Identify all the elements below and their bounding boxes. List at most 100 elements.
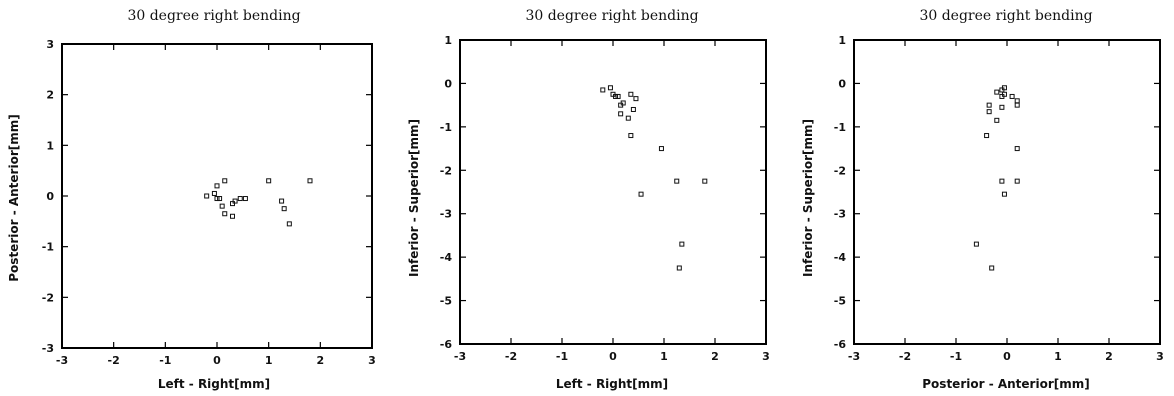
data-point (984, 133, 990, 139)
y-tick-label: -4 (440, 251, 453, 264)
data-point (219, 203, 225, 209)
data-point (999, 93, 1005, 99)
x-tick-label: -1 (556, 350, 568, 363)
data-point (999, 104, 1005, 110)
data-point (237, 196, 243, 202)
x-tick-label: 1 (265, 354, 273, 367)
y-tick-label: -3 (440, 208, 452, 221)
x-tick-label: 0 (1003, 350, 1011, 363)
data-point (628, 133, 634, 139)
x-tick-label: 2 (1105, 350, 1113, 363)
data-point (307, 178, 313, 184)
plot-frame (853, 39, 1161, 345)
data-point (999, 178, 1005, 184)
data-point (618, 111, 624, 117)
x-tick-label: 1 (1054, 350, 1062, 363)
data-point (630, 106, 636, 112)
y-tick-label: -6 (440, 338, 453, 351)
x-tick-label: -2 (108, 354, 120, 367)
y-tick-label: -3 (42, 342, 54, 355)
data-point (1001, 191, 1007, 197)
y-tick-label: -5 (440, 295, 452, 308)
y-tick-label: 0 (444, 77, 452, 90)
chart-title: 30 degree right bending (127, 8, 300, 24)
scatter-panel-left: 30 degree right bending Left - Right[mm]… (7, 8, 376, 391)
x-tick-label: 1 (660, 350, 668, 363)
y-axis-label: Inferior - Superior[mm] (407, 119, 421, 277)
y-tick-label: -2 (834, 164, 846, 177)
y-tick-label: -2 (440, 164, 452, 177)
data-point (286, 221, 292, 227)
x-tick-label: -1 (950, 350, 962, 363)
data-point (214, 183, 220, 189)
scatter-panel-middle: 30 degree right bending Left - Right[mm]… (407, 8, 770, 391)
x-axis-label: Left - Right[mm] (556, 377, 668, 391)
chart-title: 30 degree right bending (525, 8, 698, 24)
x-tick-label: -3 (454, 350, 466, 363)
y-tick-label: -1 (42, 241, 54, 254)
data-point (986, 102, 992, 108)
data-point (658, 146, 664, 152)
x-tick-label: 2 (317, 354, 325, 367)
data-point (1014, 146, 1020, 152)
chart-title: 30 degree right bending (919, 8, 1092, 24)
data-point (994, 89, 1000, 95)
x-tick-label: -2 (899, 350, 911, 363)
y-axis-label: Inferior - Superior[mm] (801, 119, 815, 277)
data-point (1014, 98, 1020, 104)
y-tick-label: -4 (834, 251, 847, 264)
x-tick-label: -2 (505, 350, 517, 363)
plot-frame (61, 43, 373, 349)
data-point (625, 115, 631, 121)
data-point (230, 201, 235, 207)
x-tick-label: 3 (762, 350, 770, 363)
x-tick-label: 3 (368, 354, 376, 367)
data-point (615, 93, 621, 99)
data-point (676, 265, 682, 271)
data-point (999, 87, 1005, 93)
data-point (613, 93, 619, 99)
x-tick-label: 2 (711, 350, 719, 363)
data-point (222, 178, 228, 184)
data-point (214, 196, 220, 202)
data-point (266, 178, 272, 184)
data-point (628, 91, 634, 97)
data-point (230, 213, 235, 219)
x-tick-label: -1 (159, 354, 171, 367)
x-tick-label: -3 (848, 350, 860, 363)
x-tick-label: -3 (56, 354, 68, 367)
y-tick-label: 1 (444, 34, 452, 47)
y-tick-label: 2 (46, 89, 54, 102)
data-point (279, 198, 285, 204)
x-tick-label: 0 (213, 354, 221, 367)
data-point (620, 100, 626, 106)
data-point (600, 87, 606, 93)
data-point (1014, 102, 1020, 108)
y-tick-label: 0 (46, 190, 54, 203)
data-point (281, 206, 287, 212)
y-tick-label: 3 (46, 38, 54, 51)
data-point (633, 96, 639, 102)
data-point (232, 198, 238, 204)
data-point (222, 211, 228, 217)
x-tick-label: 3 (1156, 350, 1164, 363)
y-tick-label: 1 (838, 34, 846, 47)
data-point (989, 265, 995, 271)
y-tick-label: 1 (46, 139, 54, 152)
plot-frame (459, 39, 767, 345)
data-point (211, 190, 217, 196)
data-point (986, 109, 992, 115)
y-tick-label: 0 (838, 77, 846, 90)
data-point (674, 178, 680, 184)
data-point (702, 178, 708, 184)
y-tick-label: -1 (834, 121, 846, 134)
data-point (638, 191, 644, 197)
data-point (973, 241, 979, 247)
data-point (994, 117, 1000, 123)
data-point (1014, 178, 1020, 184)
data-point (607, 85, 613, 91)
x-axis-label: Left - Right[mm] (158, 377, 270, 391)
data-point (204, 193, 210, 199)
y-axis-label: Posterior - Anterior[mm] (7, 114, 21, 281)
